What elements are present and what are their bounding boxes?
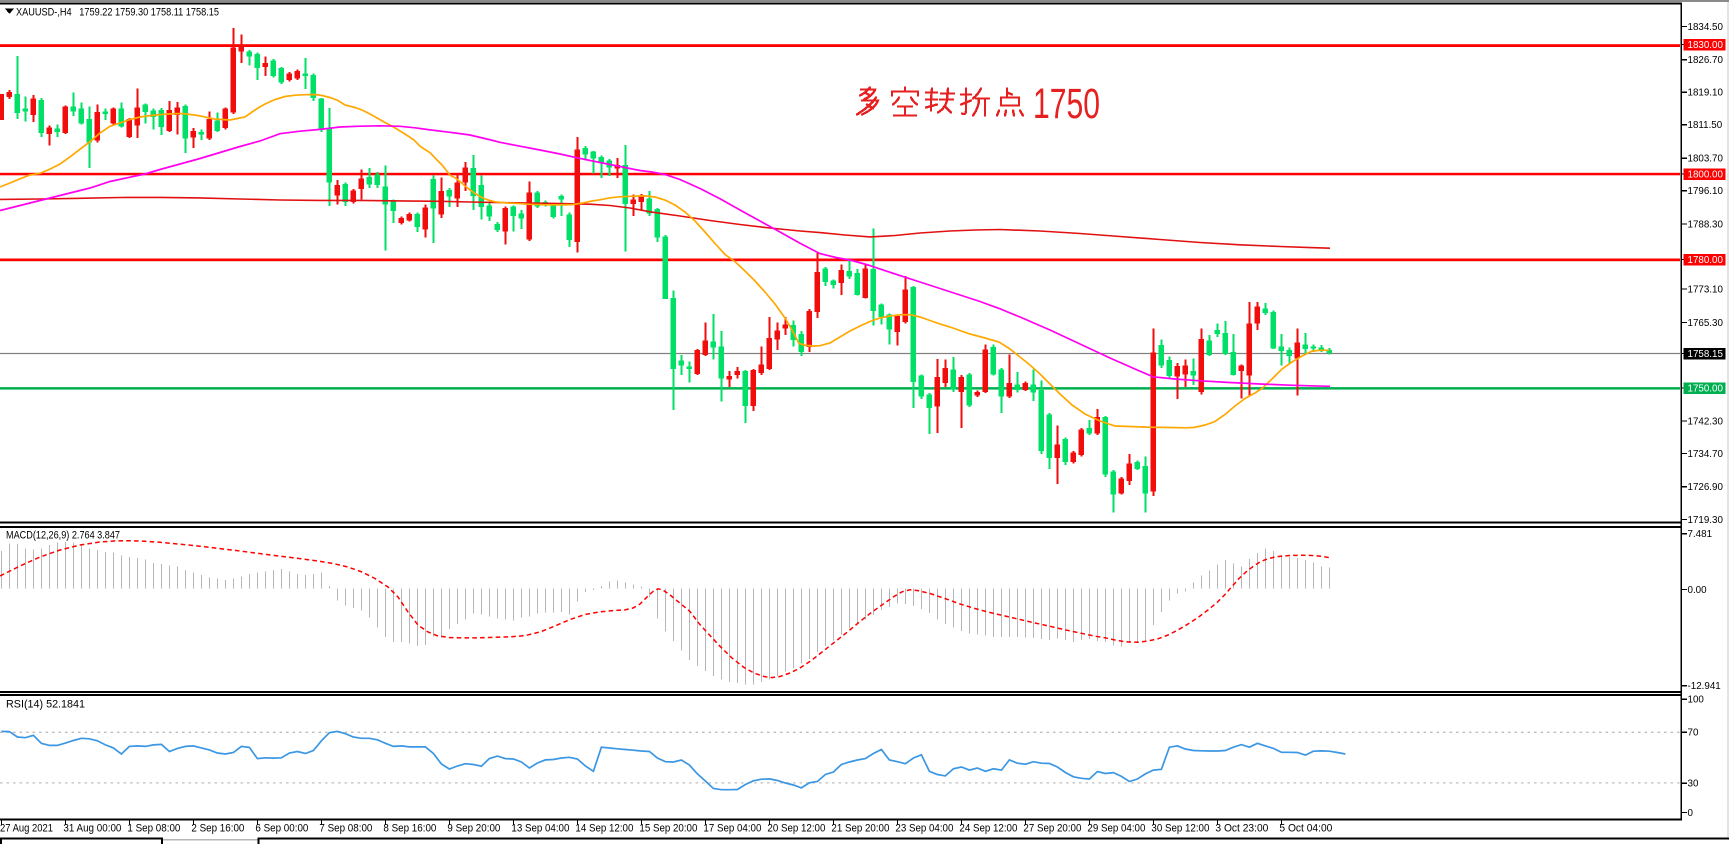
svg-text:1758.15: 1758.15 bbox=[1688, 349, 1724, 360]
svg-text:1719.30: 1719.30 bbox=[1688, 515, 1724, 526]
svg-text:30: 30 bbox=[1688, 779, 1699, 790]
svg-text:1819.10: 1819.10 bbox=[1688, 88, 1724, 99]
svg-text:14 Sep 12:00: 14 Sep 12:00 bbox=[575, 823, 633, 835]
svg-text:1742.30: 1742.30 bbox=[1688, 416, 1724, 427]
svg-text:XAUUSD-,H4 1759.22 1759.30 1: XAUUSD-,H4 1759.22 1759.30 1758.11 1758.… bbox=[16, 7, 219, 19]
svg-text:1830.00: 1830.00 bbox=[1688, 40, 1724, 51]
svg-text:6 Sep 00:00: 6 Sep 00:00 bbox=[255, 823, 308, 835]
svg-text:0: 0 bbox=[1688, 808, 1694, 819]
svg-text:1 Sep 08:00: 1 Sep 08:00 bbox=[127, 823, 180, 835]
svg-text:30 Sep 12:00: 30 Sep 12:00 bbox=[1151, 823, 1209, 835]
svg-text:MACD(12,26,9) 2.764 3.847: MACD(12,26,9) 2.764 3.847 bbox=[6, 530, 120, 542]
svg-text:1800.00: 1800.00 bbox=[1688, 169, 1724, 180]
svg-text:1750.00: 1750.00 bbox=[1688, 383, 1724, 394]
svg-text:27 Aug 2021: 27 Aug 2021 bbox=[0, 823, 53, 835]
svg-text:9 Sep 20:00: 9 Sep 20:00 bbox=[447, 823, 500, 835]
svg-text:1726.90: 1726.90 bbox=[1688, 482, 1724, 493]
svg-text:15 Sep 20:00: 15 Sep 20:00 bbox=[639, 823, 697, 835]
svg-text:7.481: 7.481 bbox=[1688, 529, 1713, 540]
svg-text:29 Sep 04:00: 29 Sep 04:00 bbox=[1087, 823, 1145, 835]
svg-text:24 Sep 12:00: 24 Sep 12:00 bbox=[959, 823, 1017, 835]
svg-text:1796.10: 1796.10 bbox=[1688, 186, 1724, 197]
svg-text:1826.70: 1826.70 bbox=[1688, 55, 1724, 66]
svg-text:100: 100 bbox=[1688, 695, 1705, 706]
svg-text:1773.10: 1773.10 bbox=[1688, 285, 1724, 296]
svg-text:1750: 1750 bbox=[1033, 81, 1100, 128]
svg-text:31 Aug 00:00: 31 Aug 00:00 bbox=[63, 823, 121, 835]
svg-text:13 Sep 04:00: 13 Sep 04:00 bbox=[511, 823, 569, 835]
svg-text:1803.70: 1803.70 bbox=[1688, 154, 1724, 165]
svg-text:2 Sep 16:00: 2 Sep 16:00 bbox=[191, 823, 244, 835]
svg-text:1734.70: 1734.70 bbox=[1688, 449, 1724, 460]
svg-text:5 Oct 04:00: 5 Oct 04:00 bbox=[1279, 823, 1332, 835]
svg-text:70: 70 bbox=[1688, 728, 1699, 739]
svg-text:1811.50: 1811.50 bbox=[1688, 120, 1723, 131]
svg-text:0.00: 0.00 bbox=[1688, 585, 1708, 596]
svg-text:1780.00: 1780.00 bbox=[1688, 255, 1724, 266]
svg-text:7 Sep 08:00: 7 Sep 08:00 bbox=[319, 823, 372, 835]
svg-text:21 Sep 20:00: 21 Sep 20:00 bbox=[831, 823, 889, 835]
svg-text:1788.30: 1788.30 bbox=[1688, 220, 1724, 231]
svg-text:8 Sep 16:00: 8 Sep 16:00 bbox=[383, 823, 436, 835]
svg-text:23 Sep 04:00: 23 Sep 04:00 bbox=[895, 823, 953, 835]
svg-text:20 Sep 12:00: 20 Sep 12:00 bbox=[767, 823, 825, 835]
svg-text:1765.30: 1765.30 bbox=[1688, 318, 1724, 329]
svg-text:27 Sep 20:00: 27 Sep 20:00 bbox=[1023, 823, 1081, 835]
svg-text:3 Oct 23:00: 3 Oct 23:00 bbox=[1215, 823, 1268, 835]
svg-text:17 Sep 04:00: 17 Sep 04:00 bbox=[703, 823, 761, 835]
svg-text:-12.941: -12.941 bbox=[1688, 681, 1721, 692]
svg-text:1834.50: 1834.50 bbox=[1688, 22, 1724, 33]
svg-text:RSI(14) 52.1841: RSI(14) 52.1841 bbox=[6, 699, 85, 711]
